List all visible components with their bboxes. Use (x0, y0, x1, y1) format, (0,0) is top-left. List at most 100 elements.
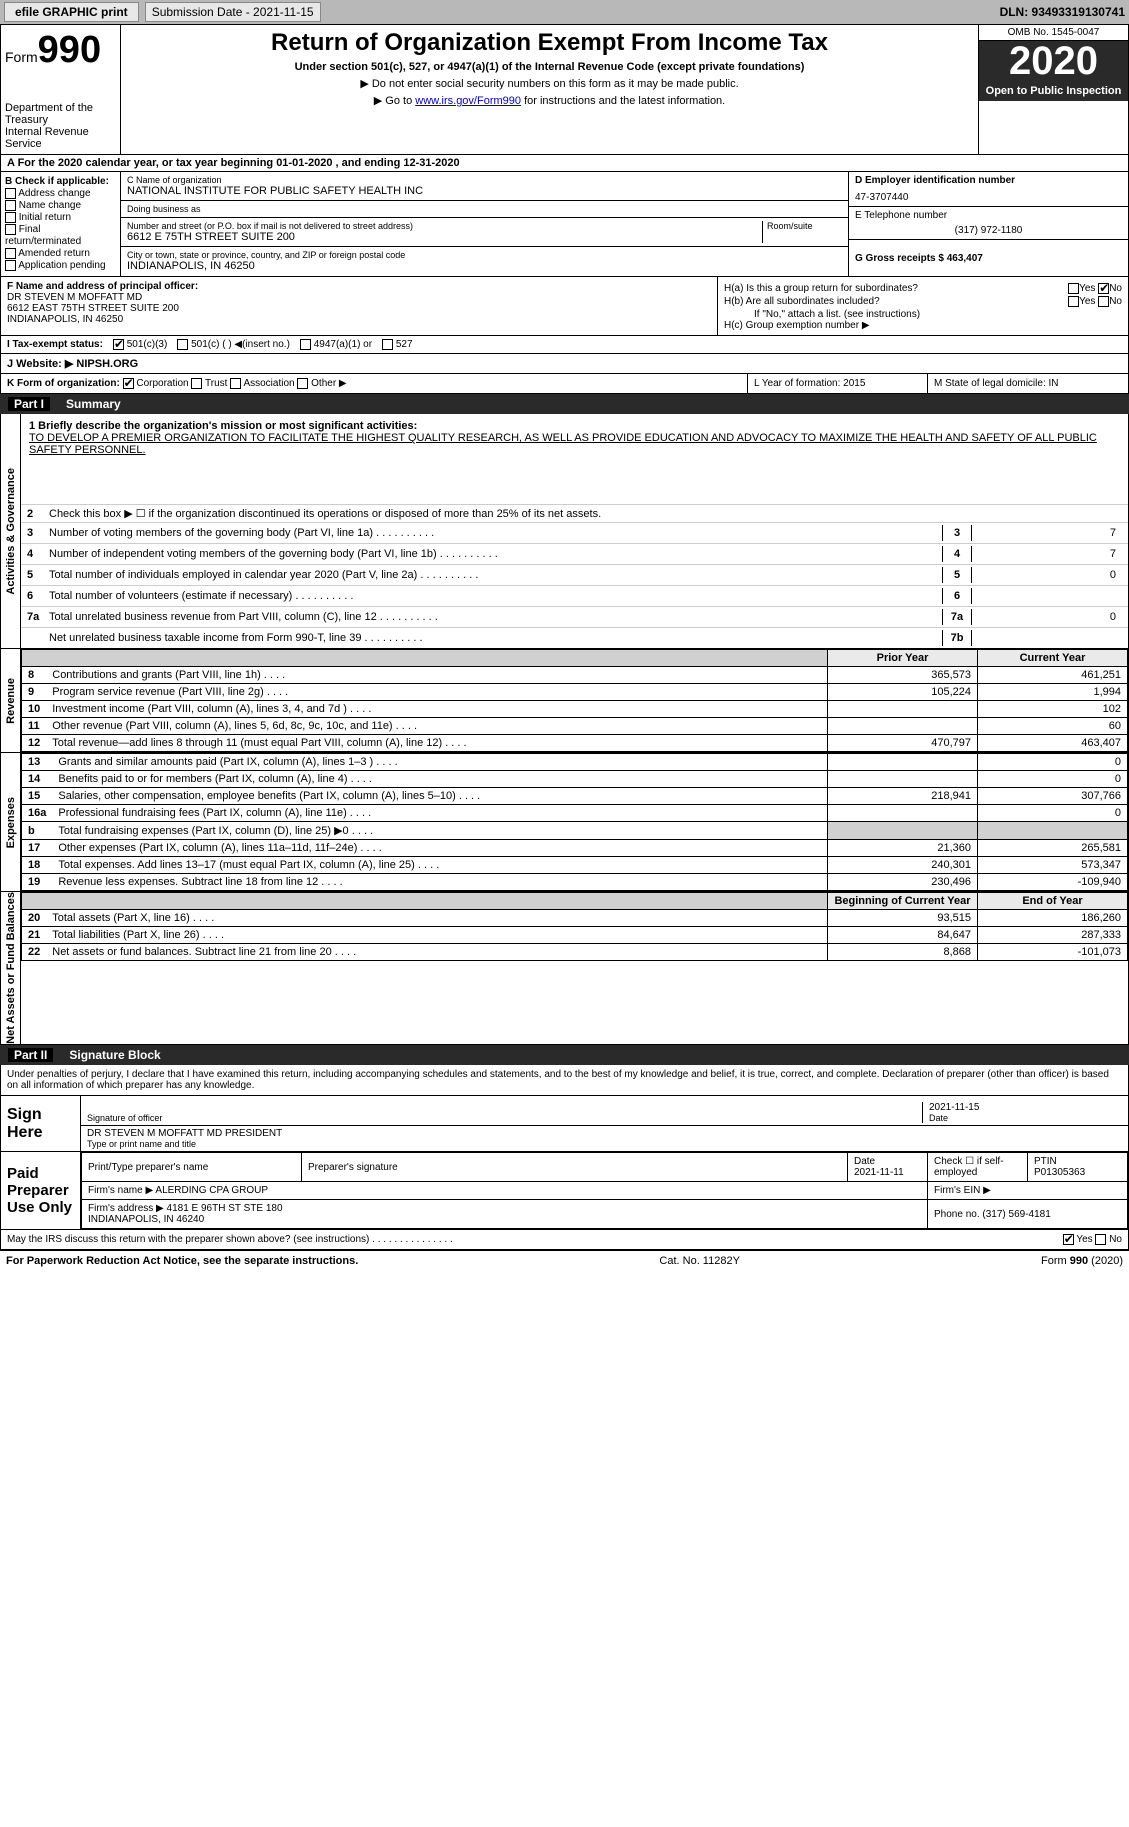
hb-label: H(b) Are all subordinates included? (724, 296, 880, 307)
prep-date: 2021-11-11 (854, 1167, 921, 1178)
sig-officer-lbl: Signature of officer (87, 1113, 922, 1123)
cb-amended[interactable]: Amended return (5, 248, 116, 259)
cb-other[interactable] (297, 378, 308, 389)
dba-label: Doing business as (127, 204, 842, 214)
f-label: F Name and address of principal officer: (7, 281, 711, 292)
may-irs-row: May the IRS discuss this return with the… (1, 1229, 1128, 1249)
cb-initial[interactable]: Initial return (5, 212, 116, 223)
hb-answer: Yes No (1068, 296, 1122, 307)
dba-cell: Doing business as (121, 201, 848, 218)
hc-label: H(c) Group exemption number ▶ (724, 320, 1122, 331)
col-h-group: H(a) Is this a group return for subordin… (718, 277, 1128, 335)
goto-note: ▶ Go to www.irs.gov/Form990 for instruct… (129, 94, 970, 107)
form-subtitle: Under section 501(c), 527, or 4947(a)(1)… (129, 61, 970, 73)
goto-pre: ▶ Go to (374, 95, 415, 107)
cb-assoc[interactable] (230, 378, 241, 389)
cb-final[interactable]: Final return/terminated (5, 224, 116, 246)
cb-corp[interactable] (123, 378, 134, 389)
cb-trust[interactable] (191, 378, 202, 389)
cb-501c3[interactable]: 501(c)(3) (113, 339, 167, 350)
officer-printed-name: DR STEVEN M MOFFATT MD PRESIDENT (87, 1128, 282, 1139)
table-row: 10Investment income (Part VIII, column (… (22, 701, 1128, 718)
sign-here-label: Sign Here (1, 1096, 81, 1151)
vtab-net: Net Assets or Fund Balances (1, 892, 21, 1044)
dept-treasury: Department of the Treasury Internal Reve… (5, 102, 116, 150)
perjury-declaration: Under penalties of perjury, I declare th… (1, 1065, 1128, 1095)
signature-block: Under penalties of perjury, I declare th… (0, 1065, 1129, 1250)
cb-4947[interactable]: 4947(a)(1) or (300, 339, 372, 350)
ptin-val: P01305363 (1034, 1167, 1121, 1178)
part2-header: Part II Signature Block (0, 1045, 1129, 1065)
addr-label: Number and street (or P.O. box if mail i… (127, 221, 762, 231)
line-2: 2Check this box ▶ ☐ if the organization … (21, 504, 1128, 522)
ein-value: 47-3707440 (855, 192, 1122, 203)
k-other: Other ▶ (311, 378, 346, 389)
pra-notice: For Paperwork Reduction Act Notice, see … (6, 1255, 358, 1267)
header-right: OMB No. 1545-0047 2020 Open to Public In… (978, 25, 1128, 154)
mission-line (29, 484, 1120, 498)
table-row: 11Other revenue (Part VIII, column (A), … (22, 718, 1128, 735)
org-name: NATIONAL INSTITUTE FOR PUBLIC SAFETY HEA… (127, 185, 842, 197)
table-row: 19Revenue less expenses. Subtract line 1… (22, 874, 1128, 891)
table-row: 21Total liabilities (Part X, line 26) . … (22, 927, 1128, 944)
cat-no: Cat. No. 11282Y (659, 1255, 740, 1267)
form-number: 990 (38, 29, 101, 71)
j-label: J Website: ▶ (7, 358, 73, 370)
col-end: End of Year (978, 893, 1128, 910)
col-c-org: C Name of organization NATIONAL INSTITUT… (121, 172, 848, 276)
cb-527[interactable]: 527 (382, 339, 412, 350)
cb-pending[interactable]: Application pending (5, 260, 116, 271)
vtab-revenue: Revenue (1, 649, 21, 752)
ein-cell: D Employer identification number 47-3707… (849, 172, 1128, 207)
gov-line: 7aTotal unrelated business revenue from … (21, 606, 1128, 627)
k-trust: Trust (205, 378, 227, 389)
paid-preparer-label: Paid Preparer Use Only (1, 1152, 81, 1229)
table-row: 16aProfessional fundraising fees (Part I… (22, 805, 1128, 822)
col-prior: Prior Year (828, 650, 978, 667)
firm-ein-lbl: Firm's EIN ▶ (934, 1185, 991, 1196)
tax-year: 2020 (979, 41, 1128, 81)
summary-expenses: Expenses 13Grants and similar amounts pa… (0, 753, 1129, 892)
table-row: 15Salaries, other compensation, employee… (22, 788, 1128, 805)
col-b-checkboxes: B Check if applicable: Address change Na… (1, 172, 121, 276)
phone-value: (317) 972-1180 (855, 225, 1122, 236)
col-current: Current Year (978, 650, 1128, 667)
part1-header: Part I Summary (0, 394, 1129, 414)
officer-addr: 6612 EAST 75TH STREET SUITE 200 INDIANAP… (7, 303, 711, 325)
col-d-ein: D Employer identification number 47-3707… (848, 172, 1128, 276)
officer-title-lbl: Type or print name and title (87, 1139, 282, 1149)
table-row: 9Program service revenue (Part VIII, lin… (22, 684, 1128, 701)
table-row: 20Total assets (Part X, line 16) . . . .… (22, 910, 1128, 927)
irs-link[interactable]: www.irs.gov/Form990 (415, 95, 521, 107)
gov-line: 4Number of independent voting members of… (21, 543, 1128, 564)
org-name-cell: C Name of organization NATIONAL INSTITUT… (121, 172, 848, 201)
sig-date: 2021-11-15 (929, 1102, 1122, 1113)
cb-address[interactable]: Address change (5, 188, 116, 199)
table-row: 14Benefits paid to or for members (Part … (22, 771, 1128, 788)
i-label: I Tax-exempt status: (7, 339, 103, 350)
firm-name: ALERDING CPA GROUP (155, 1185, 268, 1196)
header-left: Form990 Department of the Treasury Inter… (1, 25, 121, 154)
table-row: 22Net assets or fund balances. Subtract … (22, 944, 1128, 961)
form-title: Return of Organization Exempt From Incom… (129, 29, 970, 57)
cb-501c[interactable]: 501(c) ( ) ◀(insert no.) (177, 339, 290, 350)
top-bar: efile GRAPHIC print Submission Date - 20… (0, 0, 1129, 24)
mission-label: 1 Briefly describe the organization's mi… (29, 420, 1120, 432)
k-label: K Form of organization: (7, 378, 120, 389)
col-f-officer: F Name and address of principal officer:… (1, 277, 718, 335)
city-label: City or town, state or province, country… (127, 250, 842, 260)
firm-addr-lbl: Firm's address ▶ (88, 1203, 164, 1214)
addr-value: 6612 E 75TH STREET SUITE 200 (127, 231, 762, 243)
cb-name[interactable]: Name change (5, 200, 116, 211)
hb-note: If "No," attach a list. (see instruction… (724, 309, 1122, 320)
mission-line (29, 470, 1120, 484)
gov-line: 5Total number of individuals employed in… (21, 564, 1128, 585)
revenue-table: Prior YearCurrent Year 8Contributions an… (21, 649, 1128, 752)
open-public: Open to Public Inspection (979, 81, 1128, 101)
may-irs-answer: Yes No (1063, 1234, 1122, 1245)
mission-line (29, 456, 1120, 470)
col-begin: Beginning of Current Year (828, 893, 978, 910)
efile-print-button[interactable]: efile GRAPHIC print (4, 2, 139, 22)
gov-line: 6Total number of volunteers (estimate if… (21, 585, 1128, 606)
row-i-taxexempt: I Tax-exempt status: 501(c)(3) 501(c) ( … (0, 336, 1129, 354)
